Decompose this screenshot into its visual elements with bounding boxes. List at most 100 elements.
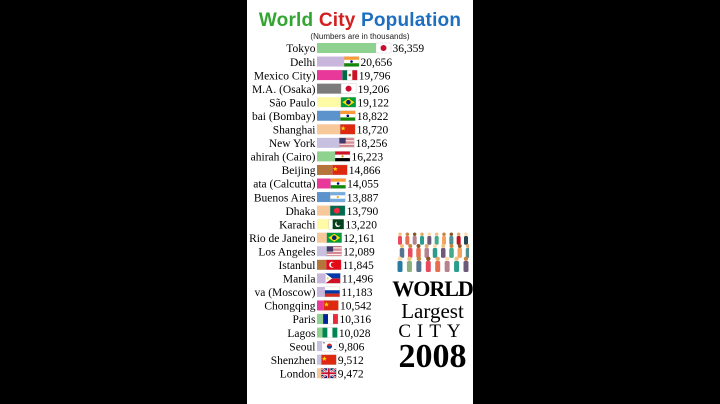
category-label: Shenzhen xyxy=(271,355,316,367)
bar xyxy=(317,300,325,311)
egypt-flag xyxy=(334,151,351,162)
category-label: Beijing xyxy=(282,165,316,177)
crowd-icon xyxy=(397,232,469,272)
crowd-person-head xyxy=(420,232,424,236)
bar-chart-plot: Tokyo 36,359 Delhi 20,656 Mexico City) 19,796… xyxy=(249,42,424,380)
bar xyxy=(317,70,344,81)
india-flag xyxy=(343,56,360,67)
value-label: 10,316 xyxy=(339,314,371,326)
crowd-person-body xyxy=(397,261,403,272)
bar-row: New York 18,256 xyxy=(269,137,388,150)
bar-row: Istanbul 11,845 xyxy=(278,259,374,272)
china-flag xyxy=(332,164,348,176)
category-label: Buenos Aires xyxy=(254,192,316,204)
bar-row: Shenzhen 9,512 xyxy=(271,354,364,367)
crowd-person-head xyxy=(449,244,454,248)
crowd-person-body xyxy=(420,236,424,245)
philippines-flag xyxy=(325,273,341,284)
category-label: bai (Bombay) xyxy=(252,111,316,123)
crowd-person-head xyxy=(464,232,468,236)
bar xyxy=(317,192,332,203)
usa-flag xyxy=(326,246,342,257)
bar xyxy=(317,124,342,135)
crowd-person-body xyxy=(444,261,450,272)
bar-row: bai (Bombay) 18,822 xyxy=(252,110,389,123)
crowd-person-body xyxy=(405,236,410,245)
value-label: 18,822 xyxy=(357,111,389,123)
bar-row: Shanghai 18,720 xyxy=(273,124,389,137)
category-label: va (Moscow) xyxy=(255,287,316,299)
bar-row: Tokyo 36,359 xyxy=(286,42,424,55)
crowd-person-head xyxy=(456,232,461,236)
crowd-person-head xyxy=(400,244,404,248)
crowd-person-head xyxy=(405,232,410,236)
bar-row: Dhaka 13,790 xyxy=(285,205,379,218)
bar xyxy=(317,56,346,67)
value-label: 12,089 xyxy=(343,246,375,258)
value-label: 14,866 xyxy=(349,165,381,177)
crowd-person-body xyxy=(434,236,439,245)
bar xyxy=(317,327,324,338)
crowd-person-body xyxy=(442,236,446,245)
category-label: New York xyxy=(269,138,316,150)
bar-row: Chongqing 10,542 xyxy=(264,300,372,313)
bar xyxy=(317,232,328,243)
category-label: Los Angeles xyxy=(258,246,316,258)
value-label: 18,720 xyxy=(357,125,389,137)
category-label: Istanbul xyxy=(278,260,315,272)
crowd-person-head xyxy=(433,244,437,248)
russia-flag xyxy=(324,286,340,298)
crowd-person-body xyxy=(463,261,469,272)
crowd-person-head xyxy=(454,256,459,261)
bar xyxy=(317,151,337,162)
bar xyxy=(317,97,342,108)
crowd-person-body xyxy=(406,261,412,272)
value-label: 9,806 xyxy=(338,341,364,353)
value-label: 13,790 xyxy=(347,206,379,218)
crowd-person-body xyxy=(424,248,429,258)
value-label: 10,028 xyxy=(339,328,371,340)
crowd-person-body xyxy=(432,248,438,258)
japan-flag xyxy=(340,83,357,94)
crowd-person-body xyxy=(416,261,422,272)
bar-row: Karachi 13,220 xyxy=(279,218,377,231)
crowd-person-head xyxy=(442,232,446,236)
bar xyxy=(317,354,323,365)
pakistan-flag xyxy=(328,218,345,230)
uk-flag xyxy=(320,367,337,380)
category-label: Delhi xyxy=(290,57,316,69)
bar-row: Buenos Aires 13,887 xyxy=(254,191,379,204)
bar xyxy=(317,246,328,257)
crowd-person-body xyxy=(427,236,432,245)
bar-row: São Paulo 19,122 xyxy=(269,97,389,109)
value-label: 19,206 xyxy=(358,84,390,96)
crowd-person-head xyxy=(463,256,469,261)
india-flag xyxy=(330,178,346,189)
bar-row: ata (Calcutta) 14,055 xyxy=(253,178,379,191)
value-label: 12,161 xyxy=(343,233,375,245)
bar-row: Delhi 20,656 xyxy=(290,56,392,69)
nigeria-flag xyxy=(322,327,338,338)
bangladesh-flag xyxy=(329,205,346,216)
value-label: 11,183 xyxy=(341,287,372,299)
category-label: Lagos xyxy=(287,328,316,340)
china-flag xyxy=(321,354,337,365)
value-label: 13,220 xyxy=(345,219,377,231)
category-label: São Paulo xyxy=(269,97,316,109)
chart-title: World City Population xyxy=(247,10,473,32)
bar-row: Seoul 9,806 xyxy=(289,340,365,353)
crowd-person-head xyxy=(466,244,469,248)
crowd-person-head xyxy=(416,256,422,261)
bar xyxy=(317,341,323,352)
bar xyxy=(317,110,342,121)
crowd-person-head xyxy=(457,244,462,248)
crowd-person-body xyxy=(441,248,446,258)
category-label: M.A. (Osaka) xyxy=(252,84,316,96)
crowd-person-body xyxy=(412,236,417,245)
crowd-person-body xyxy=(456,236,461,245)
value-label: 11,496 xyxy=(342,274,373,286)
category-label: ahirah (Cairo) xyxy=(251,152,316,164)
crowd-person-body xyxy=(454,261,460,272)
